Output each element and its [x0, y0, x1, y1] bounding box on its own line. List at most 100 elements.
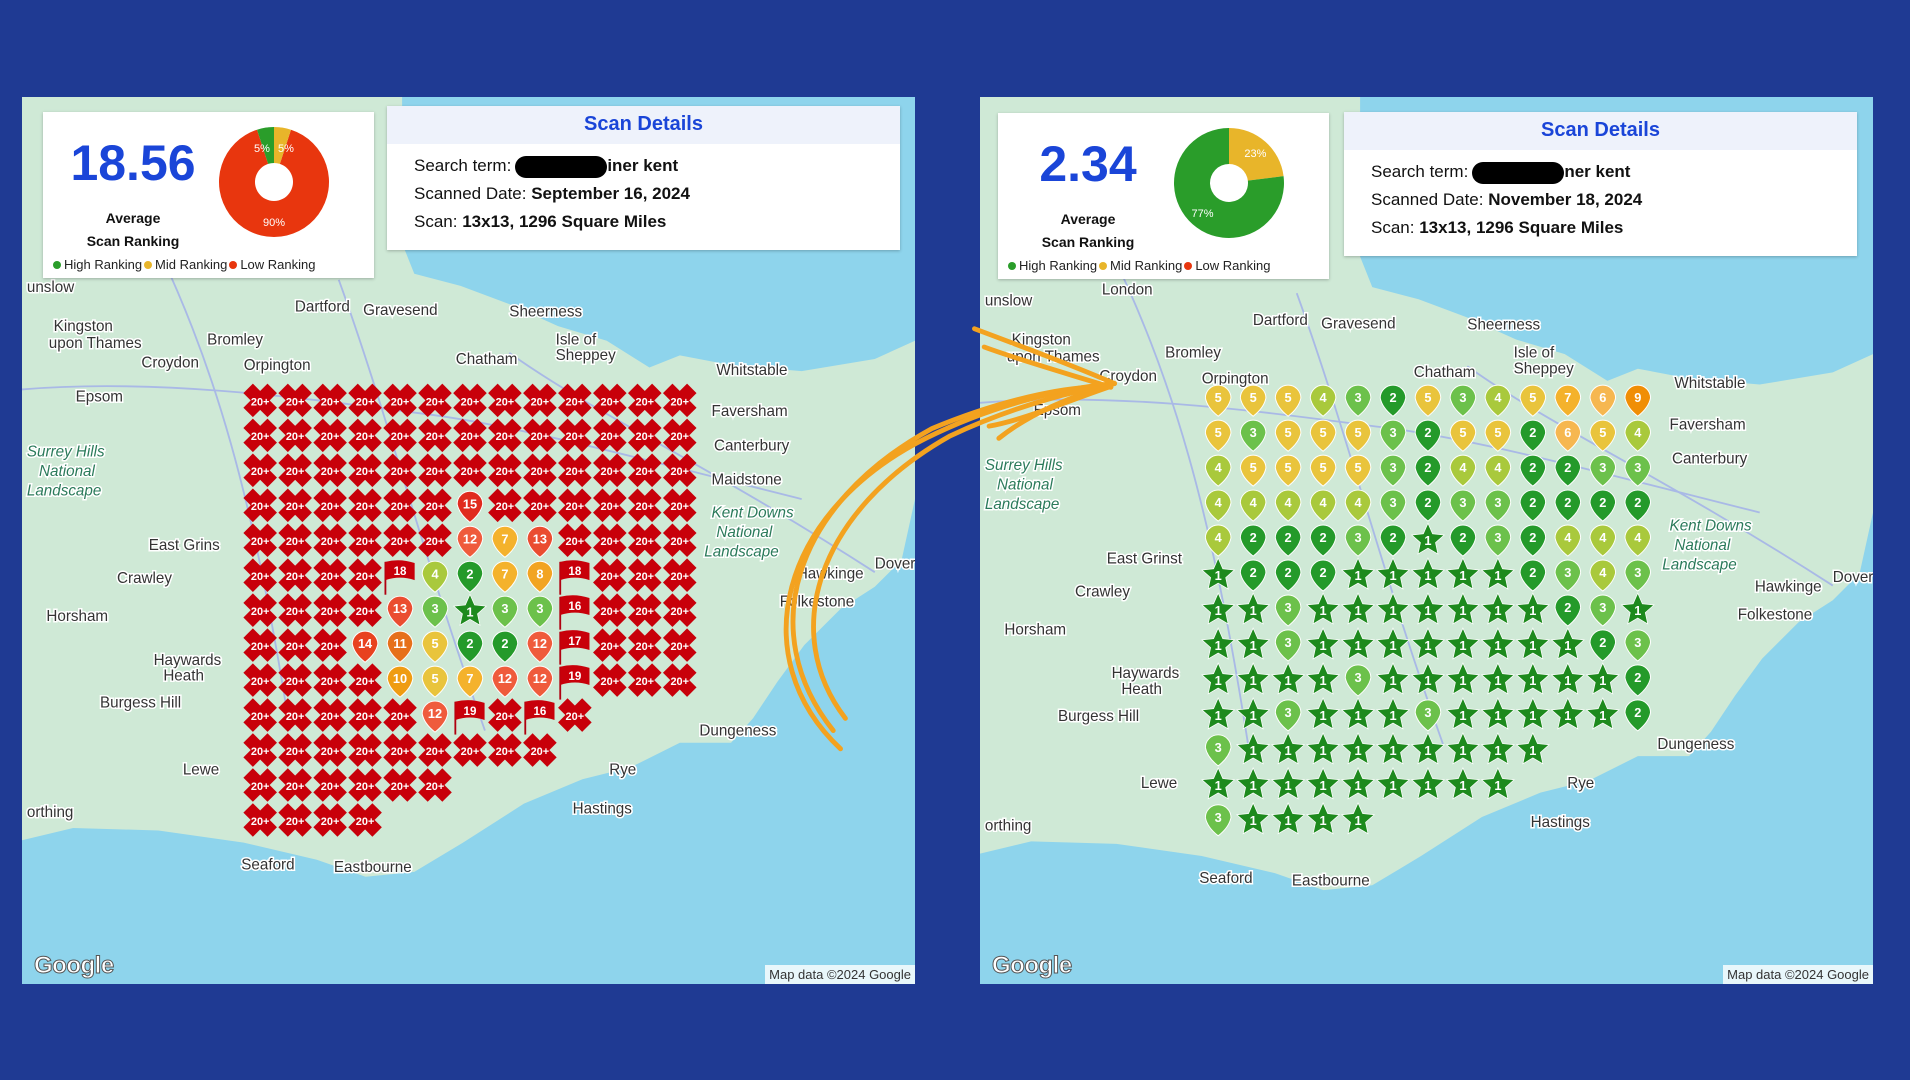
- rank-marker[interactable]: 2: [1379, 524, 1407, 557]
- rank-marker[interactable]: 3: [1379, 454, 1407, 487]
- rank-marker[interactable]: 1: [1375, 627, 1411, 660]
- rank-marker[interactable]: 7: [491, 560, 519, 593]
- rank-marker[interactable]: 20+: [418, 453, 452, 488]
- rank-marker[interactable]: 15: [456, 490, 484, 523]
- rank-marker[interactable]: 3: [1484, 489, 1512, 522]
- rank-marker[interactable]: 20+: [593, 418, 627, 453]
- rank-marker[interactable]: 4: [1624, 524, 1652, 557]
- rank-marker[interactable]: 1: [1550, 697, 1585, 730]
- rank-marker[interactable]: 4: [1344, 489, 1372, 522]
- rank-marker[interactable]: 5: [1449, 419, 1477, 452]
- rank-marker[interactable]: 3: [1589, 454, 1617, 487]
- rank-marker[interactable]: 1: [1306, 592, 1341, 625]
- rank-marker[interactable]: 2: [1589, 629, 1617, 662]
- rank-marker[interactable]: 20+: [627, 663, 662, 697]
- rank-marker[interactable]: 4: [1239, 489, 1267, 522]
- rank-marker[interactable]: 2: [1274, 559, 1302, 592]
- rank-marker[interactable]: 12: [491, 665, 519, 698]
- rank-marker[interactable]: 3: [1379, 489, 1407, 522]
- rank-marker[interactable]: 20+: [593, 628, 627, 662]
- rank-marker[interactable]: 3: [1414, 699, 1442, 732]
- rank-marker[interactable]: 5: [1484, 419, 1512, 452]
- rank-marker[interactable]: 3: [1204, 734, 1232, 767]
- rank-marker[interactable]: 1: [1515, 627, 1550, 660]
- rank-marker[interactable]: 1: [1480, 767, 1515, 800]
- rank-marker[interactable]: 3: [1624, 559, 1652, 592]
- rank-marker[interactable]: 1: [1340, 592, 1376, 625]
- rank-marker[interactable]: 1: [1340, 627, 1376, 660]
- rank-marker[interactable]: 2: [1449, 524, 1477, 557]
- rank-marker[interactable]: 1: [1340, 767, 1376, 800]
- rank-marker[interactable]: 1: [1236, 592, 1271, 625]
- rank-marker[interactable]: 20+: [243, 768, 277, 802]
- rank-marker[interactable]: 20+: [313, 523, 347, 558]
- rank-marker[interactable]: 20+: [243, 523, 277, 558]
- rank-marker[interactable]: 1: [1201, 592, 1236, 625]
- rank-marker[interactable]: 1: [1515, 697, 1550, 730]
- rank-marker[interactable]: 20+: [348, 803, 382, 837]
- rank-marker[interactable]: 20+: [243, 453, 277, 488]
- rank-marker[interactable]: 20+: [243, 698, 277, 732]
- rank-marker[interactable]: 1: [1236, 697, 1271, 730]
- rank-marker[interactable]: 2: [1519, 454, 1547, 487]
- rank-marker[interactable]: 20+: [313, 628, 347, 662]
- rank-marker[interactable]: 20+: [627, 383, 662, 418]
- rank-marker[interactable]: 1: [1375, 557, 1411, 590]
- rank-marker[interactable]: 5: [1204, 419, 1232, 452]
- rank-marker[interactable]: 20+: [313, 558, 347, 593]
- rank-marker[interactable]: 20+: [278, 453, 312, 488]
- rank-marker[interactable]: 20+: [593, 383, 627, 418]
- rank-marker[interactable]: 1: [1480, 732, 1515, 765]
- rank-marker[interactable]: 20+: [348, 698, 382, 732]
- rank-marker[interactable]: 20+: [523, 733, 557, 767]
- rank-marker[interactable]: 2: [1589, 489, 1617, 522]
- rank-marker[interactable]: 1: [1410, 627, 1446, 660]
- rank-marker[interactable]: 20+: [278, 733, 312, 767]
- rank-marker[interactable]: 20+: [558, 698, 592, 732]
- rank-marker[interactable]: 20+: [278, 418, 312, 453]
- rank-marker[interactable]: 20+: [627, 418, 662, 453]
- rank-marker[interactable]: 20+: [313, 803, 347, 837]
- rank-marker[interactable]: 5: [1414, 384, 1442, 417]
- rank-marker[interactable]: 20+: [243, 418, 277, 453]
- rank-marker[interactable]: 20+: [313, 698, 347, 732]
- rank-marker[interactable]: 20+: [278, 698, 312, 732]
- rank-marker[interactable]: 20+: [348, 558, 382, 593]
- rank-marker[interactable]: 7: [1554, 384, 1582, 417]
- rank-marker[interactable]: 20+: [627, 488, 662, 523]
- rank-marker[interactable]: 2: [1414, 489, 1442, 522]
- rank-marker[interactable]: 20+: [243, 558, 277, 593]
- rank-marker[interactable]: 20+: [523, 488, 557, 523]
- rank-marker[interactable]: 1: [1340, 802, 1376, 835]
- rank-marker[interactable]: 3: [1344, 384, 1372, 417]
- rank-marker[interactable]: 1: [1410, 557, 1446, 590]
- rank-marker[interactable]: 5: [421, 665, 449, 698]
- rank-marker[interactable]: 9: [1624, 384, 1652, 417]
- rank-marker[interactable]: 6: [1554, 419, 1582, 452]
- rank-marker[interactable]: 1: [1340, 557, 1376, 590]
- rank-marker[interactable]: 20+: [418, 488, 452, 523]
- rank-marker[interactable]: 1: [1201, 697, 1236, 730]
- rank-marker[interactable]: 4: [1204, 524, 1232, 557]
- rank-marker[interactable]: 20+: [383, 453, 417, 488]
- rank-marker[interactable]: 5: [1309, 419, 1337, 452]
- rank-marker[interactable]: 3: [1344, 664, 1372, 697]
- rank-marker[interactable]: 3: [1204, 804, 1232, 837]
- rank-marker[interactable]: 1: [1201, 767, 1236, 800]
- rank-marker[interactable]: 1: [452, 593, 488, 626]
- rank-marker[interactable]: 3: [1379, 419, 1407, 452]
- rank-marker[interactable]: 1: [1445, 592, 1480, 625]
- rank-marker[interactable]: 20+: [453, 733, 487, 767]
- rank-marker[interactable]: 4: [1309, 384, 1337, 417]
- rank-marker[interactable]: 20+: [278, 768, 312, 802]
- rank-marker[interactable]: 4: [421, 560, 449, 593]
- rank-marker[interactable]: 3: [1624, 629, 1652, 662]
- rank-marker[interactable]: 12: [526, 665, 554, 698]
- rank-marker[interactable]: 18: [559, 560, 590, 595]
- rank-marker[interactable]: 20+: [278, 558, 312, 593]
- rank-marker[interactable]: 3: [1449, 489, 1477, 522]
- rank-marker[interactable]: 20+: [593, 488, 627, 523]
- rank-marker[interactable]: 1: [1306, 802, 1341, 835]
- map-panel-after[interactable]: Sheerness Isle of Sheppey Whitstable Faversh…: [980, 97, 1873, 984]
- rank-marker[interactable]: 17: [559, 630, 590, 665]
